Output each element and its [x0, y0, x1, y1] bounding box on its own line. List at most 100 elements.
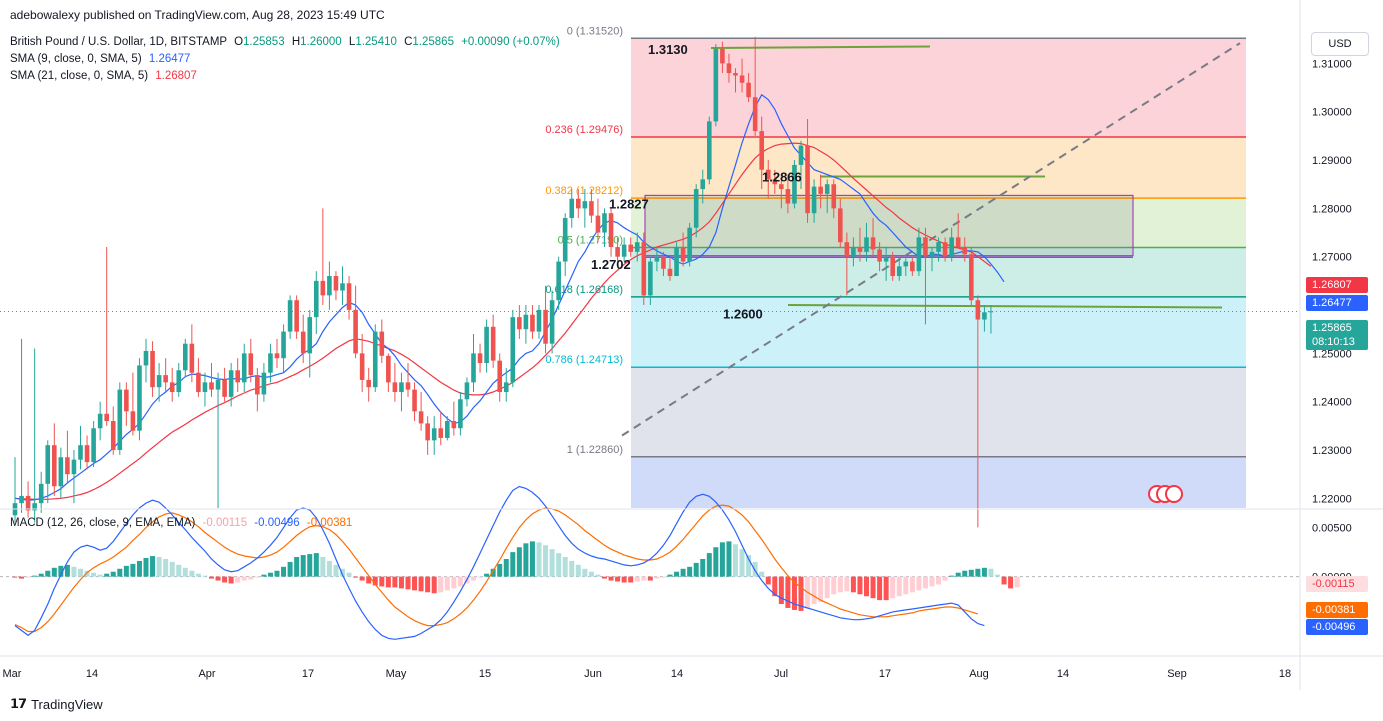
candle — [680, 232, 686, 267]
candle — [372, 324, 378, 393]
macd-histogram-bar — [372, 576, 378, 586]
macd-legend[interactable]: MACD (12, 26, close, 9, EMA, EMA) -0.001… — [10, 517, 352, 529]
price-tick-label: 1.24000 — [1312, 397, 1352, 409]
candle — [746, 73, 751, 103]
candle-body — [405, 382, 411, 390]
candle — [602, 208, 607, 248]
macd-histogram-bar — [595, 574, 601, 577]
candle-body — [287, 300, 293, 332]
macd-histogram-bar — [477, 576, 483, 578]
candle — [824, 179, 830, 214]
ohlc-legend[interactable]: British Pound / U.S. Dollar, 1D, BITSTAM… — [10, 36, 560, 48]
currency-button[interactable]: USD — [1311, 32, 1369, 56]
candle-body — [104, 413, 109, 422]
price-tick-label: 1.28000 — [1312, 203, 1352, 215]
candle-body — [654, 256, 660, 262]
macd-histogram-bar — [896, 576, 902, 597]
price-tick-label: 1.25000 — [1312, 348, 1352, 360]
sma21-legend[interactable]: SMA (21, close, 0, SMA, 5) 1.26807 — [10, 70, 197, 82]
macd-histogram-bar — [667, 574, 673, 577]
candle-body — [294, 300, 299, 332]
macd-histogram-bar — [130, 563, 136, 577]
macd-histogram-bar — [19, 576, 25, 579]
candle-body — [910, 261, 915, 272]
time-tick-label: 17 — [879, 668, 891, 680]
macd-histogram-bar — [51, 567, 57, 577]
candle-body — [942, 242, 948, 257]
macd-histogram-bar — [281, 566, 287, 577]
macd-histogram-bar — [398, 576, 404, 589]
candle — [314, 271, 319, 335]
macd-histogram-bar — [425, 576, 431, 593]
candle — [268, 343, 273, 383]
macd-tick-label: 0.00500 — [1312, 523, 1352, 535]
candle-body — [52, 445, 57, 487]
macd-histogram-bar — [706, 553, 712, 577]
close-value: 1.25865 — [412, 36, 454, 48]
candle-body — [752, 97, 758, 132]
macd-histogram-bar — [864, 576, 869, 597]
macd-histogram-bar — [156, 557, 162, 577]
macd-histogram-bar — [117, 568, 123, 577]
macd-histogram-bar — [575, 564, 581, 577]
candle-body — [150, 350, 155, 388]
candle — [582, 189, 588, 228]
macd-histogram-bar — [791, 576, 797, 610]
macd-histogram-bar — [326, 560, 332, 577]
fib-zone-0.236 — [631, 137, 1246, 199]
candle — [510, 309, 516, 388]
macd-histogram-bar — [752, 561, 758, 577]
sma21-line — [14, 142, 992, 500]
candle-body — [621, 244, 627, 257]
candle-body — [562, 218, 568, 262]
tradingview-brand[interactable]: 𝟭𝟳 TradingView — [10, 696, 103, 712]
candle-body — [314, 280, 319, 318]
macd-histogram-bar — [1001, 576, 1007, 585]
macd-histogram-bar — [438, 576, 444, 593]
candle-body — [215, 379, 221, 390]
candle-body — [45, 445, 51, 484]
candle-body — [975, 300, 981, 320]
macd-line-tag: -0.00496 — [1306, 619, 1368, 635]
candle — [163, 358, 168, 393]
change-value: +0.00090 (+0.07%) — [461, 36, 560, 48]
candle — [464, 377, 470, 407]
candle-body — [674, 247, 679, 277]
macd-histogram-bar — [202, 575, 208, 577]
macd-histogram-bar — [503, 558, 509, 577]
candle-body — [602, 213, 607, 233]
annotation-label-1.2600: 1.2600 — [723, 306, 763, 321]
candle-body — [235, 370, 240, 383]
low-label: L — [348, 36, 356, 48]
sma9-legend[interactable]: SMA (9, close, 0, SMA, 5) 1.26477 — [10, 53, 190, 65]
candle-body — [78, 445, 83, 460]
candle — [772, 169, 778, 194]
candle-body — [392, 382, 398, 393]
candle-body — [438, 428, 444, 438]
macd-histogram-bar — [385, 576, 391, 588]
candle — [700, 169, 706, 204]
candle-body — [196, 372, 201, 393]
candle — [910, 256, 915, 277]
macd-histogram-bar — [294, 557, 300, 577]
candle — [228, 363, 234, 407]
macd-histogram-bar — [785, 576, 791, 608]
macd-histogram-bar — [104, 573, 110, 577]
macd-histogram-bar — [91, 572, 97, 577]
macd-pane — [0, 485, 1300, 640]
candle — [851, 237, 856, 267]
macd-histogram-bar — [968, 569, 974, 577]
macd-histogram-bar — [150, 556, 156, 577]
candle — [19, 338, 24, 513]
candle — [543, 285, 548, 354]
candle-body — [589, 201, 594, 216]
macd-histogram-bar — [1014, 576, 1020, 588]
macd-histogram-bar — [654, 576, 660, 579]
fib-label-0: 0 (1.31520) — [567, 25, 623, 37]
candle — [739, 58, 745, 93]
macd-histogram-bar — [307, 554, 313, 577]
candle — [870, 218, 876, 257]
macd-histogram-bar — [746, 555, 752, 577]
candle-body — [870, 237, 876, 250]
